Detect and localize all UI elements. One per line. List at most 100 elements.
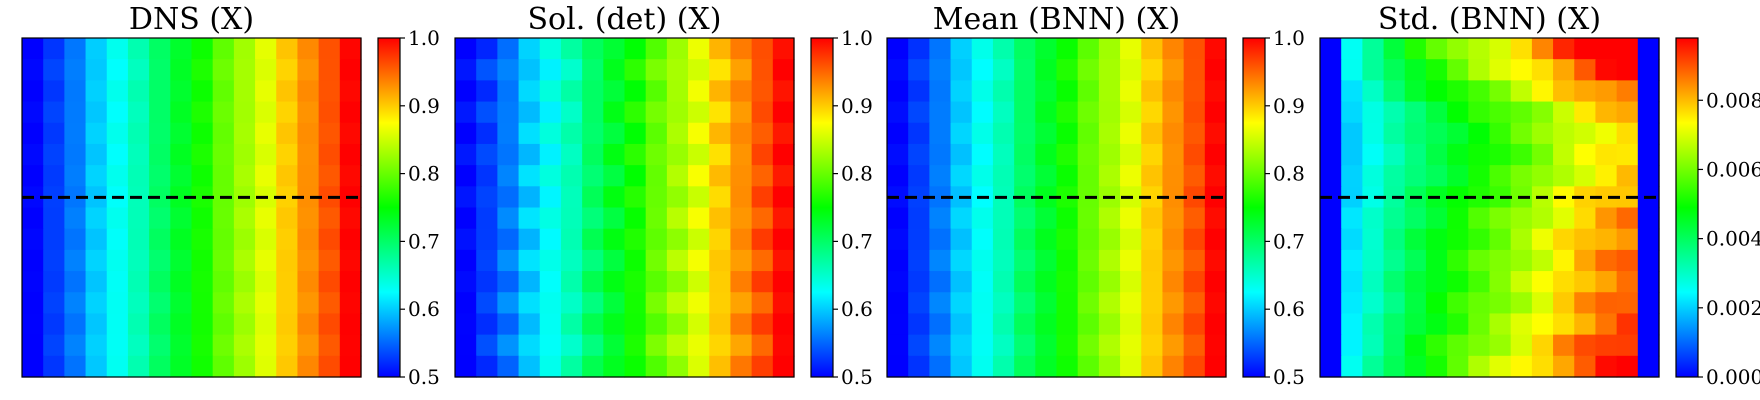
colorbar-tick-label: 1.0: [408, 26, 440, 50]
heatmap-cell: [666, 207, 689, 230]
heatmap-cell: [276, 59, 299, 81]
colorbar: [1242, 37, 1266, 378]
heatmap-cell: [1056, 355, 1079, 378]
heatmap-cell: [85, 271, 108, 293]
heatmap-cell: [1510, 59, 1533, 81]
heatmap-cell: [170, 228, 193, 251]
heatmap-cell: [971, 101, 994, 124]
heatmap-cell: [43, 207, 65, 230]
heatmap-cell: [1531, 271, 1554, 293]
heatmap-cell: [887, 143, 909, 166]
heatmap-cell: [1035, 334, 1058, 357]
heatmap-cell: [85, 101, 108, 124]
heatmap-cell: [751, 101, 774, 124]
heatmap-cell: [476, 334, 498, 357]
heatmap-cell: [751, 228, 774, 251]
heatmap-cell: [751, 38, 774, 60]
heatmap-cell: [318, 122, 341, 145]
heatmap-cell: [603, 165, 626, 187]
heatmap-cell: [582, 313, 604, 336]
heatmap-cell: [929, 228, 952, 251]
heatmap-cell: [772, 186, 795, 209]
heatmap-cell: [64, 59, 87, 81]
heatmap-cell: [908, 249, 930, 272]
colorbar: [377, 37, 401, 378]
heatmap-cell: [1425, 249, 1448, 272]
heatmap-cell: [992, 334, 1015, 357]
heatmap-cell: [1595, 228, 1618, 251]
heatmap-cell: [1468, 165, 1491, 187]
heatmap-cell: [992, 38, 1015, 60]
colorbar-tick-label: 0.7: [408, 229, 440, 253]
heatmap-cell: [1553, 334, 1575, 357]
heatmap-cell: [1383, 59, 1406, 81]
heatmap-cell: [518, 228, 541, 251]
heatmap-cell: [276, 165, 299, 187]
heatmap-cell: [582, 207, 604, 230]
heatmap-cell: [751, 80, 774, 103]
heatmap-cell: [1056, 228, 1079, 251]
heatmap-cell: [497, 249, 520, 272]
heatmap-cell: [1183, 207, 1206, 230]
heatmap-cell: [772, 80, 795, 103]
heatmap-cell: [560, 59, 583, 81]
heatmap-cell: [709, 271, 732, 293]
heatmap-cell: [212, 143, 235, 166]
heatmap-cell: [64, 207, 87, 230]
heatmap-cell: [1014, 271, 1036, 293]
heatmap-cell: [1035, 313, 1058, 336]
heatmap-cell: [1489, 101, 1512, 124]
heatmap-cell: [1362, 228, 1385, 251]
heatmap-cell: [1574, 122, 1597, 145]
heatmap-cell: [106, 292, 129, 315]
heatmap-cell: [1120, 355, 1142, 378]
heatmap-cell: [1341, 271, 1363, 293]
heatmap-cell: [1510, 165, 1533, 187]
heatmap-cell: [887, 101, 909, 124]
heatmap-cell: [22, 207, 44, 230]
heatmap-cell: [751, 59, 774, 81]
panel-2: Sol. (det) (X) 0.5 0.6 0.7 0.8 0.9 1.0: [454, 2, 873, 389]
heatmap-cell: [603, 186, 626, 209]
heatmap-cell: [191, 38, 214, 60]
colorbar-tick-label: 0.004: [1706, 227, 1760, 251]
heatmap-cell: [1531, 207, 1554, 230]
heatmap-cell: [297, 334, 320, 357]
heatmap-cell: [1077, 292, 1100, 315]
heatmap-cell: [212, 292, 235, 315]
heatmap-cell: [1183, 38, 1206, 60]
heatmap-cell: [455, 207, 477, 230]
heatmap-cell: [455, 122, 477, 145]
heatmap-cell: [582, 249, 604, 272]
heatmap-cell: [709, 59, 732, 81]
heatmap-cell: [1531, 355, 1554, 378]
heatmap-cell: [339, 313, 362, 336]
heatmap-cell: [1204, 207, 1227, 230]
heatmap-cell: [1383, 101, 1406, 124]
heatmap-cell: [1404, 38, 1427, 60]
heatmap-cell: [688, 101, 710, 124]
heatmap-cell: [106, 38, 129, 60]
heatmap-cell: [1362, 122, 1385, 145]
heatmap-cell: [730, 249, 753, 272]
heatmap-cell: [908, 59, 930, 81]
heatmap-cell: [276, 38, 299, 60]
heatmap-cell: [1637, 165, 1660, 187]
heatmap-cell: [582, 271, 604, 293]
heatmap-cell: [233, 249, 256, 272]
heatmap-cell: [1468, 101, 1491, 124]
heatmap-cell: [1098, 38, 1121, 60]
heatmap-cell: [908, 101, 930, 124]
heatmap-cell: [1595, 207, 1618, 230]
heatmap-cell: [582, 101, 604, 124]
heatmap-cell: [255, 207, 277, 230]
heatmap-cell: [149, 228, 171, 251]
heatmap-cell: [476, 38, 498, 60]
colorbar-tick-label: 1.0: [841, 26, 873, 50]
heatmap-cell: [603, 249, 626, 272]
heatmap-cell: [772, 59, 795, 81]
heatmap-cell: [149, 355, 171, 378]
heatmap-cell: [582, 122, 604, 145]
heatmap-cell: [950, 101, 973, 124]
heatmap-cell: [191, 80, 214, 103]
